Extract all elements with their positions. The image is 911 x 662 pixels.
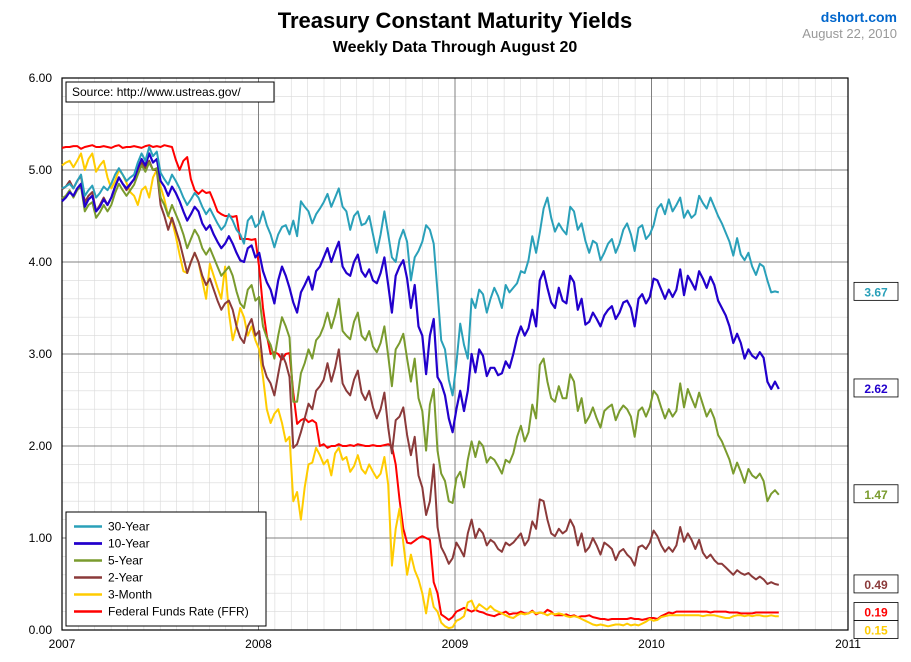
x-tick: 2010 <box>638 637 665 651</box>
chart-container: Treasury Constant Maturity Yields Weekly … <box>0 0 911 662</box>
y-tick: 5.00 <box>29 163 53 177</box>
y-tick: 6.00 <box>29 71 53 85</box>
endlabel-3m: 0.15 <box>864 624 888 638</box>
legend-label-2y: 2-Year <box>108 571 143 585</box>
endlabel-ffr: 0.19 <box>864 606 888 620</box>
x-tick: 2008 <box>245 637 272 651</box>
x-tick: 2011 <box>835 637 861 651</box>
endlabel-5y: 1.47 <box>864 488 888 502</box>
y-tick: 0.00 <box>29 623 53 637</box>
x-tick: 2009 <box>442 637 469 651</box>
x-tick: 2007 <box>49 637 76 651</box>
source-label: Source: http://www.ustreas.gov/ <box>72 85 241 99</box>
series-30y <box>62 147 779 395</box>
legend-label-3m: 3-Month <box>108 588 152 602</box>
y-tick: 4.00 <box>29 255 53 269</box>
legend-label-30y: 30-Year <box>108 520 150 534</box>
y-tick: 1.00 <box>29 531 53 545</box>
chart-subtitle: Weekly Data Through August 20 <box>333 39 578 56</box>
chart-svg: Treasury Constant Maturity Yields Weekly … <box>0 0 911 662</box>
series-10y <box>62 153 779 432</box>
attribution-date: August 22, 2010 <box>802 26 897 41</box>
legend-label-ffr: Federal Funds Rate (FFR) <box>108 605 249 619</box>
attribution: dshort.com <box>821 9 897 25</box>
endlabel-10y: 2.62 <box>864 382 888 396</box>
endlabel-30y: 3.67 <box>864 285 888 299</box>
y-tick: 3.00 <box>29 347 53 361</box>
legend-label-5y: 5-Year <box>108 554 143 568</box>
chart-title: Treasury Constant Maturity Yields <box>278 8 633 33</box>
y-tick: 2.00 <box>29 439 53 453</box>
legend-label-10y: 10-Year <box>108 537 150 551</box>
endlabel-2y: 0.49 <box>864 578 888 592</box>
